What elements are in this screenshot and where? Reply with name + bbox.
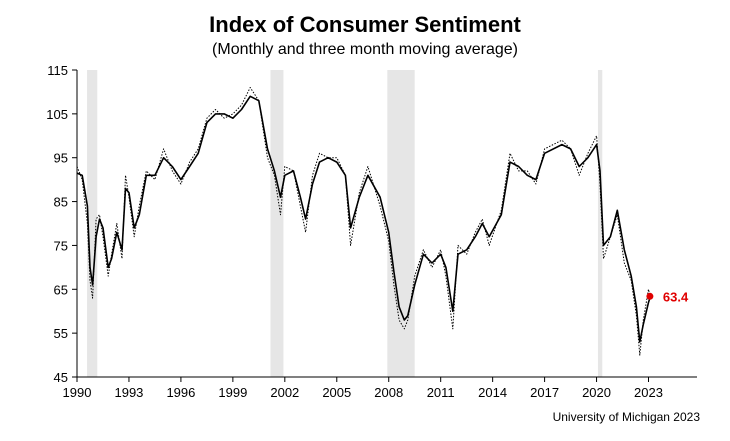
axes: 45 55 65 75 85 95 105 115 1990 1993 1996 1999 2002 20… <box>46 63 697 400</box>
recession-band-2 <box>387 70 415 377</box>
x-tick-label: 2002 <box>270 385 299 400</box>
recession-shading <box>87 70 603 377</box>
latest-point <box>646 292 654 300</box>
y-tick-label: 115 <box>47 63 68 78</box>
latest-value-label: 63.4 <box>663 289 689 304</box>
recession-band-1 <box>270 70 284 377</box>
y-tick-label: 45 <box>54 370 68 385</box>
x-tick-label: 2020 <box>582 385 611 400</box>
x-tick-label: 2023 <box>634 385 663 400</box>
chart-subtitle: (Monthly and three month moving average) <box>212 41 518 58</box>
latest-marker: 63.4 <box>646 289 689 304</box>
recession-band-3 <box>597 70 603 377</box>
x-tick-label: 1990 <box>63 385 92 400</box>
monthly-series-line <box>76 87 651 356</box>
series-lines <box>76 87 651 356</box>
x-tick-label: 1993 <box>114 385 143 400</box>
chart-title: Index of Consumer Sentiment <box>209 12 521 37</box>
x-tick-label: 1996 <box>166 385 195 400</box>
x-tick-label: 2008 <box>374 385 403 400</box>
y-tick-label: 75 <box>54 238 68 253</box>
x-tick-label: 2005 <box>322 385 351 400</box>
y-tick-label: 55 <box>54 326 68 341</box>
y-tick-label: 95 <box>54 151 68 166</box>
x-tick-label: 1999 <box>218 385 247 400</box>
source-credit: University of Michigan 2023 <box>552 410 700 424</box>
x-tick-label: 2011 <box>427 385 455 400</box>
y-tick-label: 65 <box>54 282 68 297</box>
y-tick-label: 105 <box>46 107 68 122</box>
x-tick-label: 2017 <box>530 385 559 400</box>
y-tick-label: 85 <box>54 195 68 210</box>
x-tick-label: 2014 <box>478 385 507 400</box>
moving-average-series-line <box>76 95 651 343</box>
recession-band-0 <box>87 70 98 377</box>
